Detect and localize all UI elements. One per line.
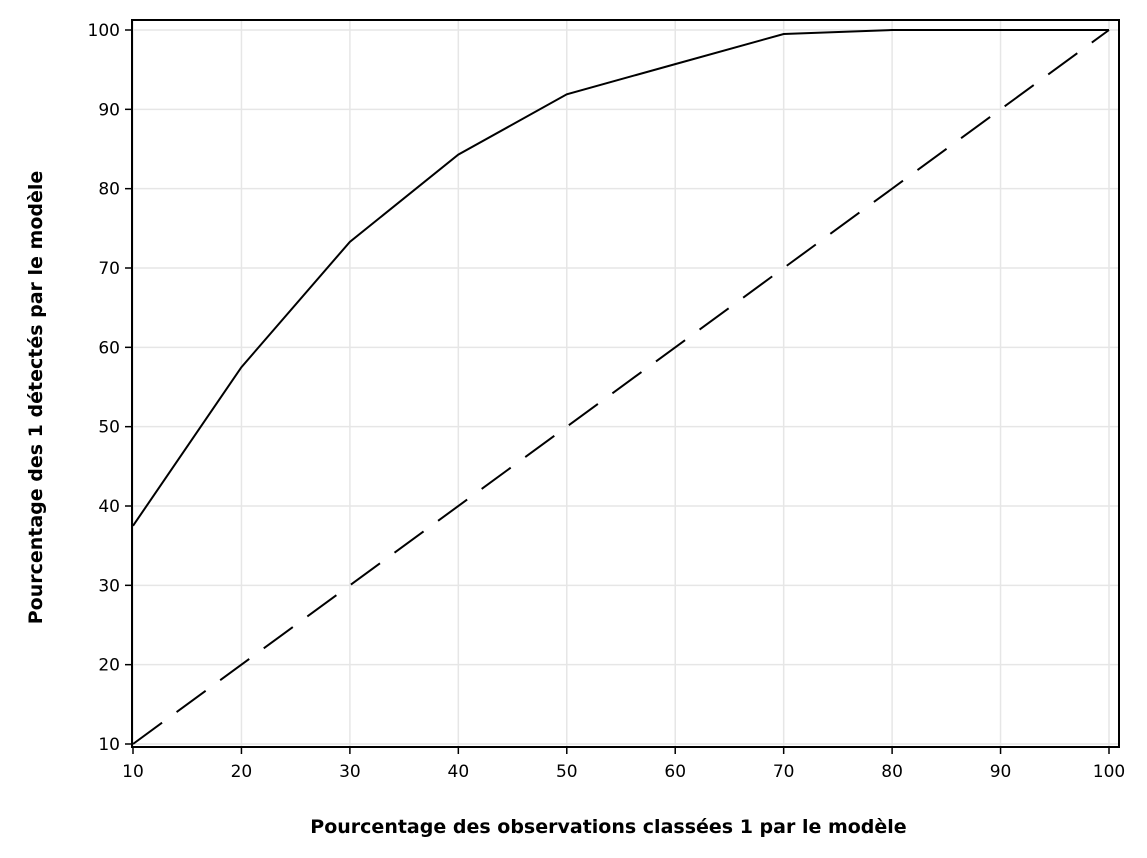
x-tick-label: 20 <box>231 762 253 782</box>
x-tick-label: 50 <box>556 762 578 782</box>
y-axis: 10 20 30 40 50 60 70 80 90 100 <box>88 21 132 755</box>
series-layer <box>132 29 1110 745</box>
y-tick-label: 90 <box>98 100 120 120</box>
y-tick-label: 80 <box>98 180 120 200</box>
x-tick-label: 60 <box>664 762 686 782</box>
y-tick-label: 50 <box>98 418 120 438</box>
y-tick-label: 70 <box>98 259 120 279</box>
x-tick-label: 90 <box>990 762 1012 782</box>
y-tick-label: 60 <box>98 338 120 358</box>
baseline-diagonal-line <box>132 29 1110 745</box>
y-tick-label: 10 <box>98 735 120 755</box>
plot-frame <box>131 19 1120 748</box>
y-tick-label: 40 <box>98 497 120 517</box>
x-axis-title: Pourcentage des observations classées 1 … <box>310 816 906 838</box>
y-tick-label: 100 <box>88 21 120 41</box>
x-tick-label: 100 <box>1093 762 1125 782</box>
x-tick-label: 30 <box>339 762 361 782</box>
model-curve-line <box>132 29 1109 527</box>
x-tick-label: 70 <box>773 762 795 782</box>
x-tick-label: 10 <box>122 762 144 782</box>
x-tick-label: 80 <box>881 762 903 782</box>
x-tick-label: 40 <box>448 762 470 782</box>
grid <box>132 20 1119 747</box>
x-axis: 10 20 30 40 50 60 70 80 90 100 <box>122 747 1125 782</box>
y-tick-label: 30 <box>98 576 120 596</box>
y-tick-label: 20 <box>98 656 120 676</box>
y-axis-title: Pourcentage des 1 détectés par le modèle <box>25 171 47 625</box>
